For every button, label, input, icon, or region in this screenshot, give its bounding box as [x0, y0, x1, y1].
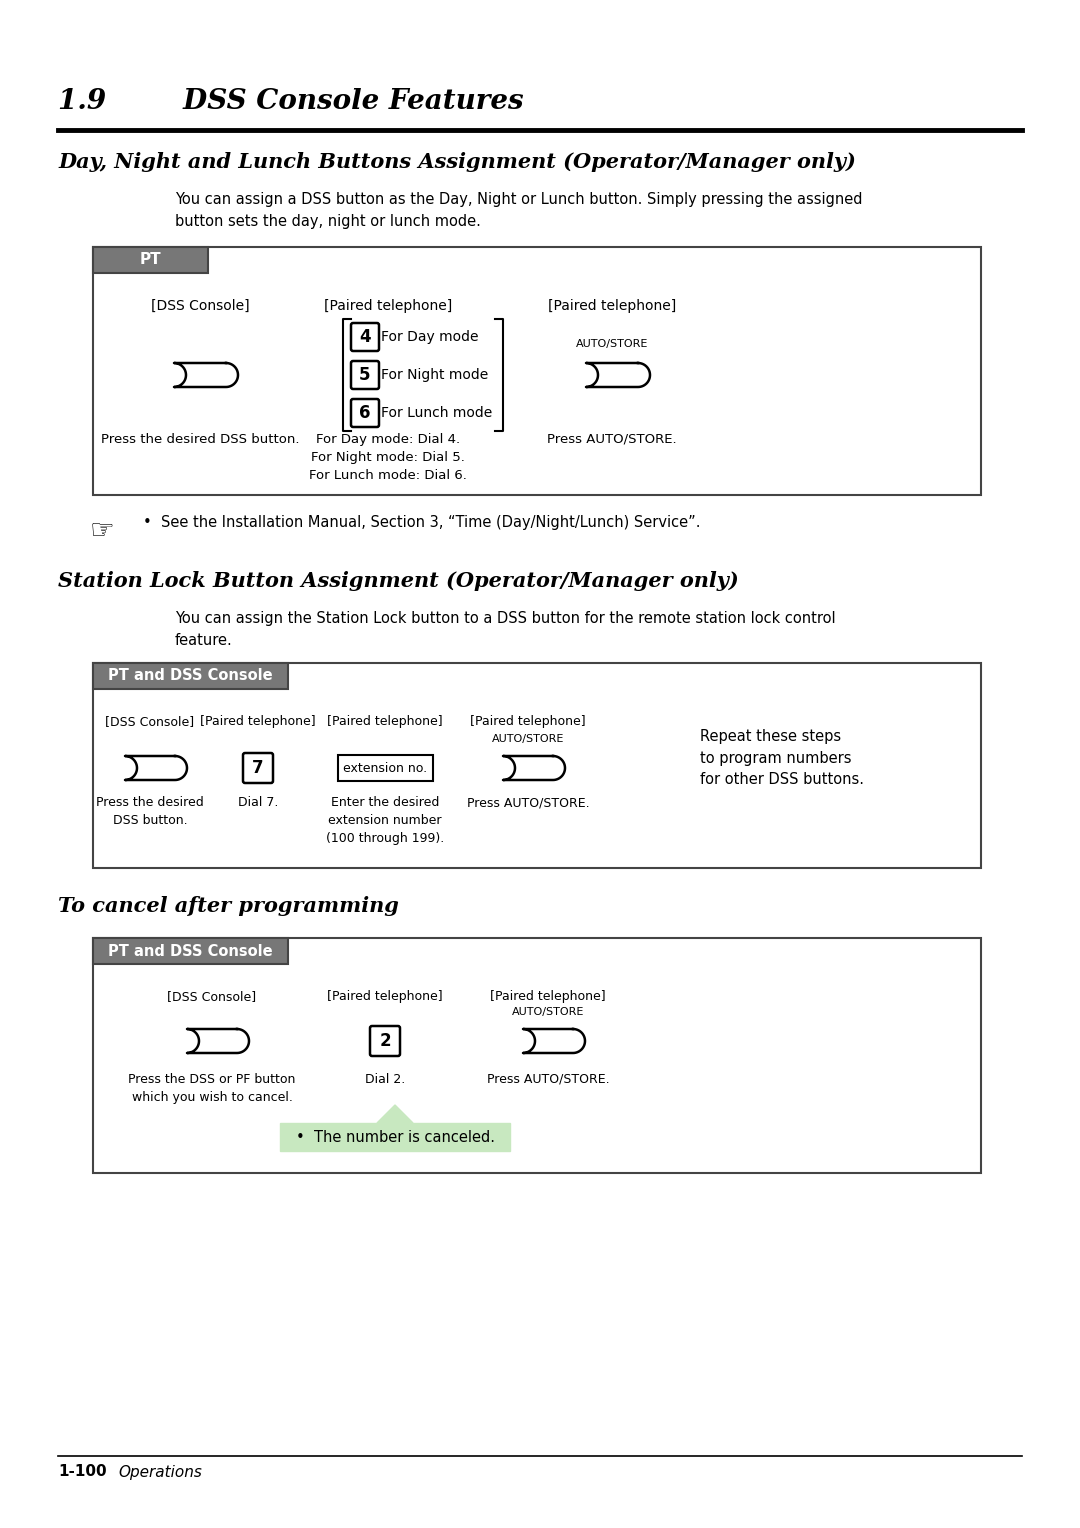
- Bar: [503, 756, 553, 779]
- Ellipse shape: [573, 364, 598, 387]
- Text: Press AUTO/STORE.: Press AUTO/STORE.: [487, 1073, 609, 1086]
- Text: [Paired telephone]: [Paired telephone]: [470, 715, 585, 727]
- Text: Operations: Operations: [118, 1464, 202, 1479]
- Bar: [125, 756, 175, 779]
- Bar: [187, 1028, 237, 1053]
- Text: For Day mode: Dial 4.
For Night mode: Dial 5.
For Lunch mode: Dial 6.: For Day mode: Dial 4. For Night mode: Di…: [309, 432, 467, 481]
- Text: Dial 2.: Dial 2.: [365, 1073, 405, 1086]
- Ellipse shape: [541, 756, 565, 779]
- Bar: [337, 755, 432, 781]
- Text: 5: 5: [360, 367, 370, 384]
- FancyBboxPatch shape: [370, 1025, 400, 1056]
- Text: You can assign a DSS button as the Day, Night or Lunch button. Simply pressing t: You can assign a DSS button as the Day, …: [175, 193, 863, 229]
- FancyBboxPatch shape: [351, 361, 379, 390]
- Bar: [586, 364, 638, 387]
- Text: 1-100: 1-100: [58, 1464, 107, 1479]
- Bar: [93, 663, 981, 868]
- Text: Station Lock Button Assignment (Operator/Manager only): Station Lock Button Assignment (Operator…: [58, 571, 739, 591]
- Bar: [93, 938, 981, 1174]
- Text: PT and DSS Console: PT and DSS Console: [108, 943, 273, 958]
- Text: [Paired telephone]: [Paired telephone]: [548, 299, 676, 313]
- Bar: [93, 248, 208, 274]
- Text: •  See the Installation Manual, Section 3, “Time (Day/Night/Lunch) Service”.: • See the Installation Manual, Section 3…: [143, 515, 701, 530]
- Text: [Paired telephone]: [Paired telephone]: [324, 299, 453, 313]
- Text: [DSS Console]: [DSS Console]: [167, 990, 257, 1002]
- Text: For Day mode: For Day mode: [381, 330, 478, 344]
- Bar: [93, 663, 288, 689]
- Text: 6: 6: [360, 403, 370, 422]
- Text: ☞: ☞: [90, 516, 114, 545]
- Text: [Paired telephone]: [Paired telephone]: [200, 715, 315, 727]
- Polygon shape: [377, 1105, 413, 1123]
- Ellipse shape: [214, 364, 238, 387]
- Text: Enter the desired
extension number
(100 through 199).: Enter the desired extension number (100 …: [326, 796, 444, 845]
- FancyBboxPatch shape: [243, 753, 273, 782]
- Bar: [93, 248, 981, 495]
- Ellipse shape: [163, 756, 187, 779]
- Text: For Night mode: For Night mode: [381, 368, 488, 382]
- Text: Press the DSS or PF button
which you wish to cancel.: Press the DSS or PF button which you wis…: [129, 1073, 296, 1105]
- Text: Press AUTO/STORE.: Press AUTO/STORE.: [467, 796, 590, 808]
- Ellipse shape: [511, 1028, 535, 1053]
- Text: Repeat these steps
to program numbers
for other DSS buttons.: Repeat these steps to program numbers fo…: [700, 729, 864, 787]
- Ellipse shape: [626, 364, 650, 387]
- Text: Press the desired
DSS button.: Press the desired DSS button.: [96, 796, 204, 827]
- Text: [Paired telephone]: [Paired telephone]: [327, 990, 443, 1002]
- Text: AUTO/STORE: AUTO/STORE: [491, 733, 564, 744]
- Text: For Lunch mode: For Lunch mode: [381, 406, 492, 420]
- Text: 7: 7: [253, 759, 264, 778]
- Text: AUTO/STORE: AUTO/STORE: [512, 1007, 584, 1018]
- Text: 4: 4: [360, 329, 370, 345]
- Text: [DSS Console]: [DSS Console]: [151, 299, 249, 313]
- Text: 1.9        DSS Console Features: 1.9 DSS Console Features: [58, 89, 524, 115]
- Text: 2: 2: [379, 1031, 391, 1050]
- FancyBboxPatch shape: [351, 322, 379, 351]
- Ellipse shape: [491, 756, 515, 779]
- Text: PT and DSS Console: PT and DSS Console: [108, 669, 273, 683]
- Bar: [523, 1028, 573, 1053]
- FancyBboxPatch shape: [351, 399, 379, 426]
- Text: AUTO/STORE: AUTO/STORE: [576, 339, 648, 348]
- Ellipse shape: [175, 1028, 199, 1053]
- Text: Press the desired DSS button.: Press the desired DSS button.: [100, 432, 299, 446]
- Text: extension no.: extension no.: [343, 761, 427, 775]
- Bar: [174, 364, 226, 387]
- Text: [Paired telephone]: [Paired telephone]: [490, 990, 606, 1002]
- Ellipse shape: [561, 1028, 585, 1053]
- Ellipse shape: [113, 756, 137, 779]
- Text: Day, Night and Lunch Buttons Assignment (Operator/Manager only): Day, Night and Lunch Buttons Assignment …: [58, 151, 855, 173]
- Bar: [280, 1123, 510, 1151]
- Ellipse shape: [162, 364, 186, 387]
- Text: [DSS Console]: [DSS Console]: [106, 715, 194, 727]
- Text: PT: PT: [139, 252, 161, 267]
- Bar: [93, 938, 288, 964]
- Text: •  The number is canceled.: • The number is canceled.: [296, 1129, 495, 1144]
- Text: [Paired telephone]: [Paired telephone]: [327, 715, 443, 727]
- Text: To cancel after programming: To cancel after programming: [58, 895, 399, 915]
- Ellipse shape: [225, 1028, 249, 1053]
- Text: You can assign the Station Lock button to a DSS button for the remote station lo: You can assign the Station Lock button t…: [175, 611, 836, 648]
- Text: Press AUTO/STORE.: Press AUTO/STORE.: [548, 432, 677, 446]
- Text: Dial 7.: Dial 7.: [238, 796, 279, 808]
